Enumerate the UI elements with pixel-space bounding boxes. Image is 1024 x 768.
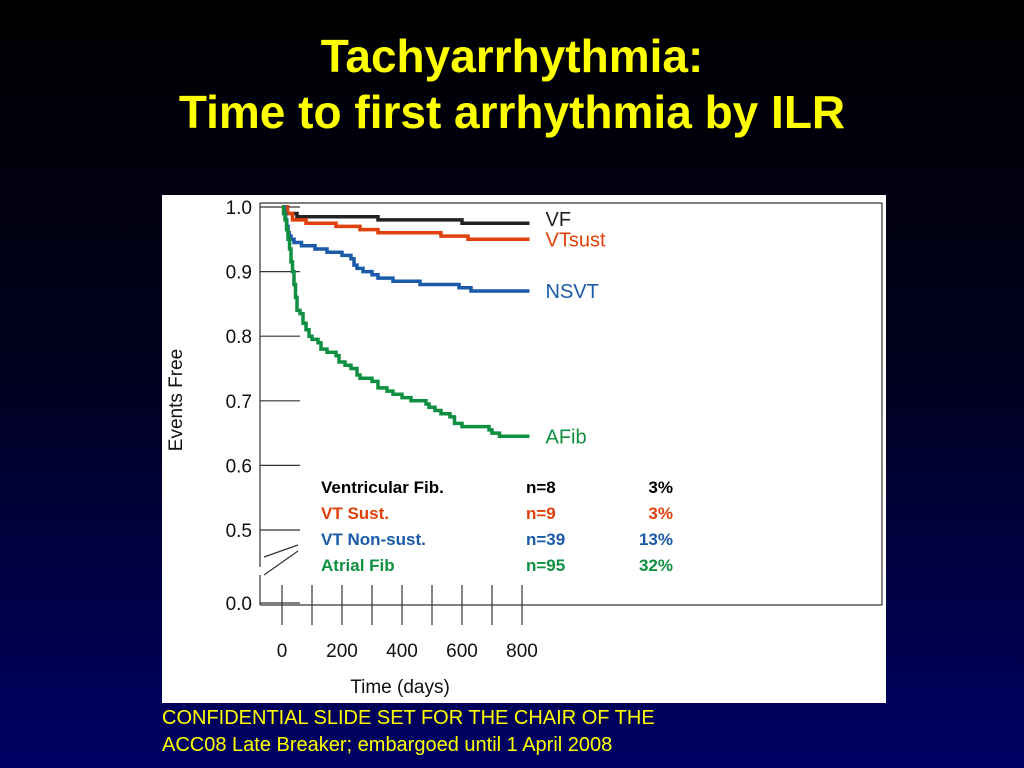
x-tick-label: 400 xyxy=(386,641,418,662)
y-tick-label: 0.0 xyxy=(226,594,252,615)
x-tick-label: 200 xyxy=(326,641,358,662)
series-line-vf xyxy=(282,205,530,225)
y-axis-label: Events Free xyxy=(166,349,187,451)
summary-row-percent: 3% xyxy=(648,478,673,497)
series-label-nsvt: NSVT xyxy=(546,281,599,303)
kaplan-meier-chart: 0.0 0.5 0.6 0.7 0.8 0.9 1.0 0 200 400 600 800 Time (… xyxy=(166,198,883,698)
footer-line-2: ACC08 Late Breaker; embargoed until 1 Ap… xyxy=(162,734,613,756)
summary-row-label: Ventricular Fib. xyxy=(321,478,444,497)
title-line-1: Tachyarrhythmia: xyxy=(320,30,704,82)
summary-row-percent: 32% xyxy=(639,556,673,575)
series-line-vtsust xyxy=(282,205,530,242)
x-axis-label: Time (days) xyxy=(350,677,450,698)
summary-row-label: VT Non-sust. xyxy=(321,530,426,549)
axis-break-mark xyxy=(263,550,299,576)
summary-row-n: n=95 xyxy=(526,556,565,575)
summary-row-percent: 13% xyxy=(639,530,673,549)
series-label-afib: AFib xyxy=(546,426,587,448)
series-label-vf: VF xyxy=(546,209,572,231)
y-tick-label: 0.6 xyxy=(226,456,252,477)
y-tick-label: 0.8 xyxy=(226,327,252,348)
y-tick-label: 1.0 xyxy=(226,198,252,219)
summary-row-label: Atrial Fib xyxy=(321,556,395,575)
x-tick-label: 0 xyxy=(277,641,288,662)
y-tick-label: 0.7 xyxy=(226,392,252,413)
summary-row-percent: 3% xyxy=(648,504,673,523)
summary-row-n: n=39 xyxy=(526,530,565,549)
series-line-afib xyxy=(281,205,530,439)
x-tick-label: 600 xyxy=(446,641,478,662)
footer-line-1: CONFIDENTIAL SLIDE SET FOR THE CHAIR OF … xyxy=(162,707,655,729)
summary-row-n: n=8 xyxy=(526,478,556,497)
y-tick-label: 0.9 xyxy=(226,263,252,284)
confidential-notice: CONFIDENTIAL SLIDE SET FOR THE CHAIR OF … xyxy=(162,705,922,759)
axis-break-mark xyxy=(263,544,299,558)
y-tick-label: 0.5 xyxy=(226,521,252,542)
slide-title: Tachyarrhythmia: Time to first arrhythmi… xyxy=(0,28,1024,140)
x-tick-label: 800 xyxy=(506,641,538,662)
title-line-2: Time to first arrhythmia by ILR xyxy=(178,86,846,138)
summary-row-n: n=9 xyxy=(526,504,556,523)
summary-row-label: VT Sust. xyxy=(321,504,389,523)
series-label-vtsust: VTsust xyxy=(546,229,606,251)
chart-panel: 0.0 0.5 0.6 0.7 0.8 0.9 1.0 0 200 400 600 800 Time (… xyxy=(162,195,886,703)
